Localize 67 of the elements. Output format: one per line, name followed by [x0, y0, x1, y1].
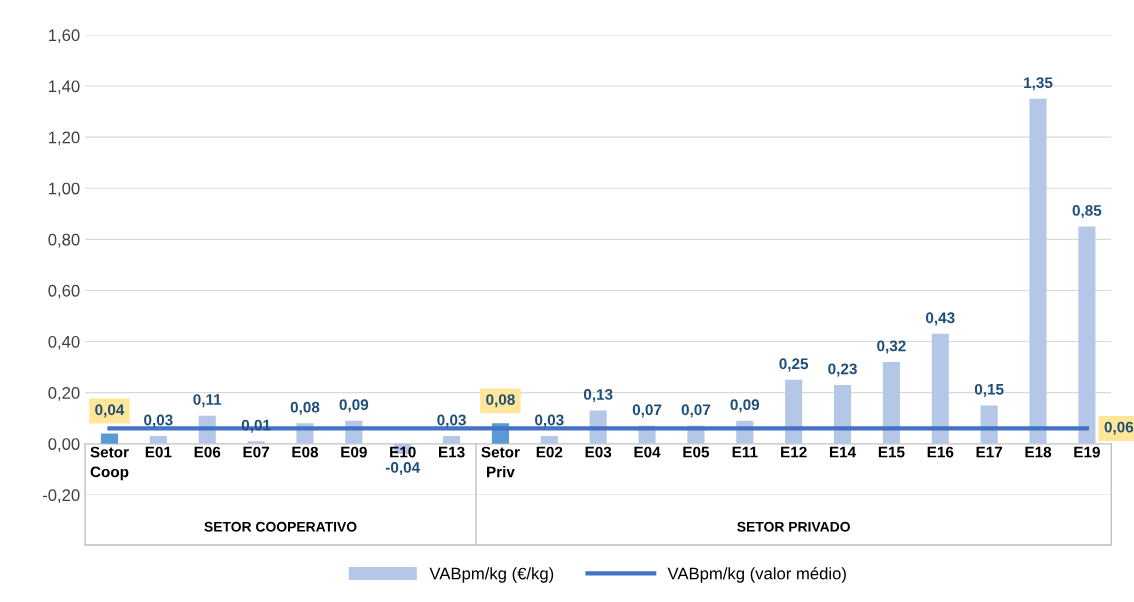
data-label: 0,04: [95, 404, 125, 418]
data-label: -0,04: [385, 462, 421, 476]
x-tick-label: E05: [683, 446, 710, 458]
data-label: 0,09: [730, 399, 760, 413]
bar: [833, 384, 852, 444]
data-label: 0,23: [828, 363, 857, 377]
x-tick-label: E19: [1074, 446, 1100, 458]
bar: [1078, 226, 1096, 444]
bar: [100, 433, 119, 444]
x-tick-label: E13: [439, 446, 465, 458]
y-tick-label: -0,20: [42, 489, 80, 504]
y-tick-label: 0,00: [48, 438, 80, 452]
x-tick-label: E08: [292, 446, 319, 458]
legend-label: VABpm/kg (€/kg): [429, 567, 554, 583]
x-tick-label: E06: [194, 446, 221, 458]
bar: [247, 441, 265, 444]
bar: [540, 436, 558, 444]
x-tick-label: E07: [243, 446, 270, 458]
y-tick-label: 1,40: [49, 80, 80, 95]
x-tick-label: E09: [341, 446, 367, 458]
y-tick-label: 1,00: [49, 182, 80, 197]
data-label: 1,35: [1024, 77, 1053, 91]
data-label: 0,03: [535, 414, 564, 428]
bar: [882, 361, 900, 444]
x-tick-label: E14: [829, 446, 857, 458]
data-label: 0,85: [1072, 205, 1102, 219]
text: SETOR PRIVADO: [737, 521, 850, 532]
x-tick-label: E10: [390, 446, 416, 458]
x-tick-label: Setor Coop: [90, 446, 129, 481]
x-tick-label: E16: [927, 446, 954, 458]
data-label: 0,25: [779, 358, 809, 372]
data-label: 0,08: [486, 394, 515, 408]
x-tick-label: E11: [732, 446, 758, 458]
data-label: 0,07: [632, 404, 662, 418]
bar: [785, 379, 803, 444]
data-label: 0,09: [339, 399, 369, 413]
bar: [149, 436, 167, 444]
bar: [443, 436, 461, 444]
y-tick-label: 1,20: [49, 131, 80, 146]
data-label: 0,08: [290, 401, 320, 415]
text: SETOR COOPERATIVO: [204, 521, 357, 532]
data-label: 0,11: [193, 394, 222, 408]
data-label: 0,15: [974, 383, 1004, 397]
x-tick-label: Setor Priv: [481, 446, 520, 478]
x-tick-label: E03: [585, 446, 612, 458]
legend-label: VABpm/kg (valor médio): [667, 567, 846, 583]
bar: [931, 333, 949, 444]
x-tick-label: E01: [145, 446, 172, 458]
data-label: 0,03: [144, 414, 173, 428]
x-tick-label: E04: [634, 446, 661, 458]
data-label: 0,43: [926, 312, 955, 326]
x-tick-label: E17: [976, 446, 1003, 458]
y-tick-label: 0,60: [48, 284, 80, 299]
bar: [1029, 98, 1047, 444]
x-tick-label: E02: [536, 446, 563, 458]
data-label: 0,07: [681, 404, 711, 418]
data-label: 0,03: [437, 414, 466, 428]
data-label: 0,13: [583, 389, 613, 403]
x-tick-label: E12: [781, 446, 807, 458]
y-tick-label: 0,40: [48, 335, 80, 350]
y-tick-label: 1,60: [49, 29, 80, 44]
data-label: 0,32: [877, 340, 906, 354]
y-tick-label: 0,20: [48, 387, 80, 401]
data-label: 0,06: [1104, 421, 1134, 435]
x-tick-label: E15: [878, 446, 905, 458]
y-tick-label: 0,80: [48, 233, 80, 248]
x-tick-label: E18: [1025, 446, 1052, 458]
